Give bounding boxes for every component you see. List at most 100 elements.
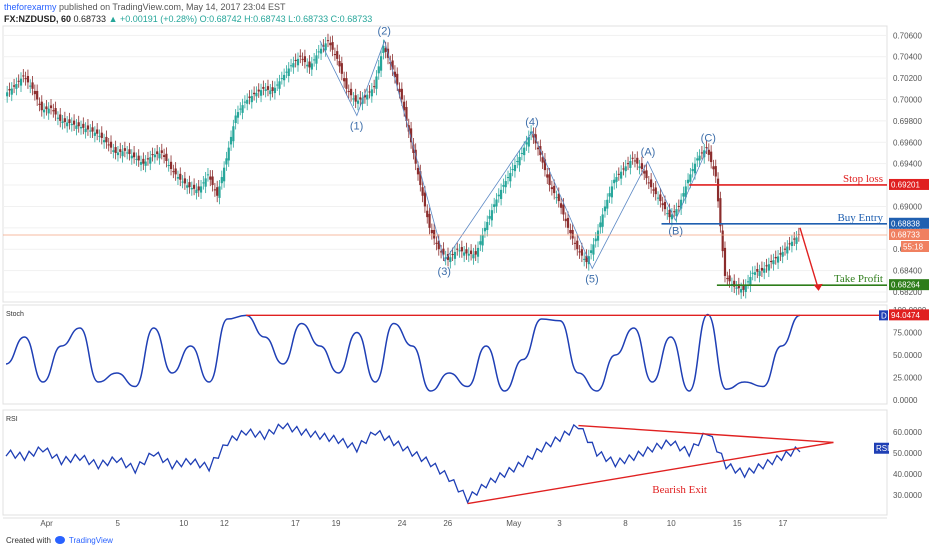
- rsi-tick-label: 40.0000: [893, 470, 922, 479]
- candle-body: [227, 147, 230, 161]
- candle-body: [620, 171, 623, 179]
- candle-body: [70, 123, 73, 126]
- time-tick-label: 17: [778, 519, 787, 528]
- candle-body: [262, 86, 265, 89]
- time-tick-label: 17: [291, 519, 300, 528]
- candle-body: [283, 74, 286, 81]
- candle-body: [112, 150, 115, 152]
- candle-body: [643, 171, 646, 174]
- candle-body: [253, 92, 256, 95]
- candle-body: [756, 269, 759, 272]
- candle-body: [509, 173, 512, 182]
- candle-body: [449, 257, 452, 263]
- candle-body: [423, 192, 427, 207]
- candle-body: [421, 187, 424, 196]
- candle-body: [19, 78, 23, 86]
- candle-body: [379, 56, 383, 71]
- candle-body: [93, 132, 96, 136]
- candle-body: [520, 152, 523, 154]
- wave-label-3: (3): [438, 266, 451, 278]
- symbol-line: FX:NZDUSD, 60 0.68733 ▲ +0.00191 (+0.28%…: [4, 14, 372, 24]
- candle-body: [181, 181, 184, 183]
- level-tag-text-2: 0.68264: [891, 281, 920, 290]
- candle-body: [31, 82, 34, 89]
- candle-body: [211, 176, 214, 186]
- candle-body: [280, 78, 283, 80]
- candle-body: [712, 166, 715, 170]
- candle-body: [763, 268, 766, 273]
- candle-body: [414, 149, 417, 164]
- candle-body: [636, 157, 639, 164]
- price-tick-label: 0.69000: [893, 202, 922, 211]
- candle-body: [493, 204, 496, 207]
- candle-body: [153, 154, 156, 158]
- candle-body: [735, 287, 738, 289]
- candle-body: [49, 105, 53, 109]
- candle-body: [576, 240, 579, 250]
- candle-body: [608, 193, 611, 197]
- candle-body: [513, 165, 517, 172]
- candle-body: [133, 152, 136, 158]
- time-tick-label: 26: [443, 519, 452, 528]
- price-tick-label: 0.69400: [893, 160, 922, 169]
- candle-body: [594, 238, 597, 242]
- candle-body: [437, 240, 440, 250]
- elliott-wave-line: [319, 39, 709, 270]
- candle-body: [204, 178, 207, 187]
- candle-body: [719, 198, 722, 227]
- candle-body: [239, 108, 242, 110]
- candle-body: [486, 221, 489, 230]
- candle-body: [38, 103, 41, 105]
- candle-body: [700, 152, 704, 154]
- rsi-pane-label: RSI: [6, 416, 18, 423]
- rsi-legend-text: RSI: [876, 444, 889, 453]
- candle-body: [506, 177, 510, 179]
- candle-body: [114, 147, 117, 153]
- candle-body: [264, 89, 267, 91]
- footer: Created with TradingView: [6, 536, 113, 545]
- rsi-tick-label: 60.0000: [893, 428, 922, 437]
- candle-body: [257, 89, 260, 92]
- candle-body: [638, 166, 641, 168]
- candle-body: [631, 157, 634, 159]
- tradingview-link[interactable]: TradingView: [68, 536, 113, 545]
- candle-body: [266, 86, 270, 90]
- candle-body: [24, 78, 27, 80]
- candle-body: [746, 281, 750, 283]
- current-price-tag: [889, 229, 929, 241]
- countdown-tag-text: 55:18: [903, 243, 924, 252]
- candle-body: [356, 100, 360, 104]
- candle-body: [167, 165, 170, 167]
- stoch-pane-frame: [2, 304, 888, 405]
- candle-body: [197, 186, 200, 191]
- candle-body: [391, 60, 394, 70]
- wave-label-C: (C): [701, 133, 716, 145]
- candle-body: [770, 260, 773, 263]
- candle-body: [86, 125, 90, 130]
- candle-body: [368, 91, 371, 93]
- candle-body: [516, 161, 519, 162]
- candle-body: [223, 167, 226, 182]
- candle-body: [384, 48, 387, 52]
- candle-body: [566, 217, 570, 228]
- candle-body: [234, 115, 237, 124]
- candle-body: [499, 189, 503, 199]
- candle-body: [504, 181, 507, 188]
- candle-body: [269, 90, 272, 95]
- candle-body: [213, 189, 216, 191]
- candle-body: [22, 75, 25, 77]
- author-link[interactable]: theforexarmy: [4, 2, 57, 12]
- candle-body: [650, 179, 653, 188]
- candle-body: [319, 48, 323, 54]
- candle-body: [195, 189, 198, 194]
- candle-body: [12, 85, 16, 87]
- candle-body: [710, 151, 713, 163]
- candle-body: [123, 148, 126, 151]
- candle-body: [377, 66, 380, 74]
- candle-body: [296, 58, 300, 66]
- candle-body: [289, 65, 293, 67]
- candle-body: [659, 194, 662, 202]
- candle-body: [444, 257, 447, 259]
- candle-body: [91, 127, 94, 132]
